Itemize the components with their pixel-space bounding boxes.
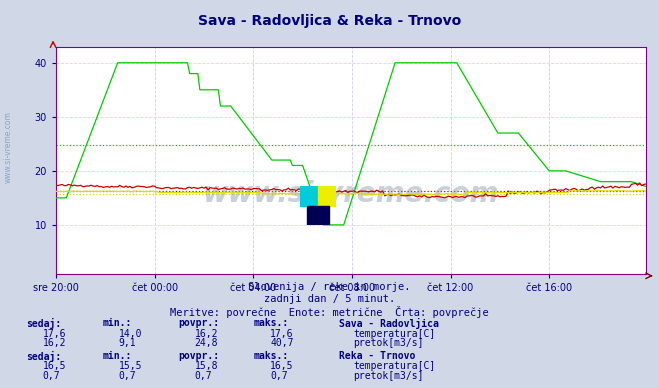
- Text: 14,0: 14,0: [119, 329, 142, 339]
- Text: pretok[m3/s]: pretok[m3/s]: [353, 371, 424, 381]
- Bar: [318, 186, 336, 206]
- Text: Sava - Radovljica & Reka - Trnovo: Sava - Radovljica & Reka - Trnovo: [198, 14, 461, 28]
- Text: www.si-vreme.com: www.si-vreme.com: [3, 111, 13, 184]
- Text: 16,5: 16,5: [43, 361, 67, 371]
- Text: temperatura[C]: temperatura[C]: [353, 329, 436, 339]
- Text: sedaj:: sedaj:: [26, 351, 61, 362]
- Text: min.:: min.:: [102, 351, 132, 361]
- Text: www.si-vreme.com: www.si-vreme.com: [203, 180, 499, 208]
- Text: Meritve: povrečne  Enote: metrične  Črta: povprečje: Meritve: povrečne Enote: metrične Črta: …: [170, 306, 489, 318]
- Text: 17,6: 17,6: [43, 329, 67, 339]
- Text: povpr.:: povpr.:: [178, 351, 219, 361]
- Text: pretok[m3/s]: pretok[m3/s]: [353, 338, 424, 348]
- Text: 0,7: 0,7: [194, 371, 212, 381]
- Text: min.:: min.:: [102, 318, 132, 328]
- Text: povpr.:: povpr.:: [178, 318, 219, 328]
- Bar: [300, 186, 318, 206]
- Text: 16,5: 16,5: [270, 361, 294, 371]
- Text: maks.:: maks.:: [254, 318, 289, 328]
- Text: 15,8: 15,8: [194, 361, 218, 371]
- Text: 40,7: 40,7: [270, 338, 294, 348]
- Text: maks.:: maks.:: [254, 351, 289, 361]
- Text: sedaj:: sedaj:: [26, 318, 61, 329]
- Text: 16,2: 16,2: [43, 338, 67, 348]
- Text: 15,5: 15,5: [119, 361, 142, 371]
- Text: temperatura[C]: temperatura[C]: [353, 361, 436, 371]
- Text: 0,7: 0,7: [119, 371, 136, 381]
- Text: 16,2: 16,2: [194, 329, 218, 339]
- Text: 0,7: 0,7: [270, 371, 288, 381]
- Text: Sava - Radovljica: Sava - Radovljica: [339, 318, 440, 329]
- Text: Slovenija / reke in morje.: Slovenija / reke in morje.: [248, 282, 411, 293]
- Text: 0,7: 0,7: [43, 371, 61, 381]
- Text: Reka - Trnovo: Reka - Trnovo: [339, 351, 416, 361]
- Text: 24,8: 24,8: [194, 338, 218, 348]
- Text: zadnji dan / 5 minut.: zadnji dan / 5 minut.: [264, 294, 395, 304]
- Text: 9,1: 9,1: [119, 338, 136, 348]
- Text: 17,6: 17,6: [270, 329, 294, 339]
- Bar: [307, 206, 329, 225]
